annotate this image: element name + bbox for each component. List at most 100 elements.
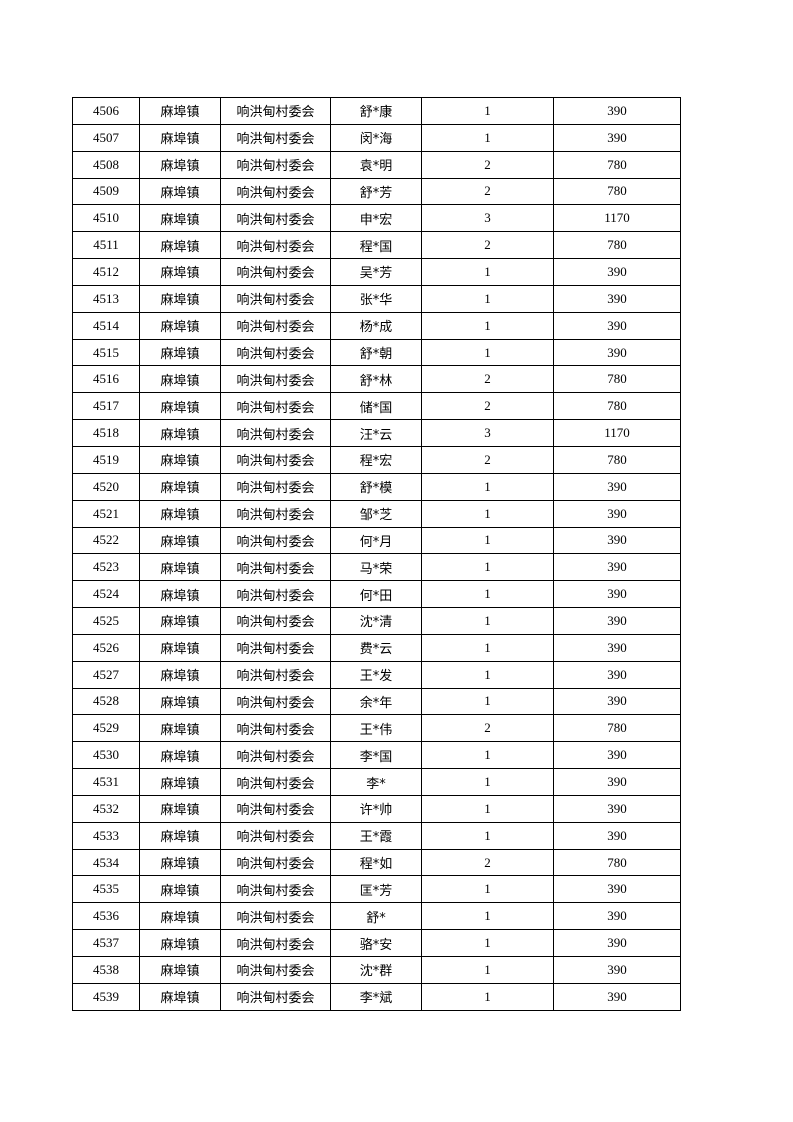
count-cell: 1	[421, 982, 554, 1011]
village-committee-cell: 响洪甸村委会	[220, 982, 331, 1011]
serial-number-cell: 4528	[72, 687, 140, 716]
serial-number-cell: 4511	[72, 231, 140, 260]
serial-number-cell: 4537	[72, 929, 140, 957]
count-cell: 2	[421, 848, 554, 877]
table-row: 4532 麻埠镇 响洪甸村委会 许*帅 1 390	[72, 794, 681, 823]
count-cell: 2	[421, 392, 554, 421]
table-row: 4530 麻埠镇 响洪甸村委会 李*国 1 390	[72, 741, 681, 770]
village-committee-cell: 响洪甸村委会	[220, 794, 331, 823]
table-row: 4538 麻埠镇 响洪甸村委会 沈*群 1 390	[72, 956, 681, 984]
village-committee-cell: 响洪甸村委会	[220, 741, 331, 770]
serial-number-cell: 4522	[72, 526, 140, 555]
amount-cell: 390	[553, 607, 681, 635]
count-cell: 1	[421, 794, 554, 823]
village-committee-cell: 响洪甸村委会	[220, 848, 331, 877]
serial-number-cell: 4517	[72, 392, 140, 421]
amount-cell: 390	[553, 311, 681, 340]
amount-cell: 390	[553, 123, 681, 152]
town-cell: 麻埠镇	[139, 794, 221, 823]
serial-number-cell: 4535	[72, 875, 140, 904]
table-row: 4522 麻埠镇 响洪甸村委会 何*月 1 390	[72, 526, 681, 555]
village-committee-cell: 响洪甸村委会	[220, 177, 331, 206]
name-cell: 袁*明	[330, 150, 422, 179]
serial-number-cell: 4513	[72, 284, 140, 313]
amount-cell: 390	[553, 97, 681, 125]
name-cell: 许*帅	[330, 794, 422, 823]
amount-cell: 390	[553, 794, 681, 823]
village-committee-cell: 响洪甸村委会	[220, 526, 331, 555]
serial-number-cell: 4516	[72, 365, 140, 394]
data-table: 4506 麻埠镇 响洪甸村委会 舒*康 1 390 4507 麻埠镇 响洪甸村委会 闵*海 1 390…	[72, 97, 681, 1011]
serial-number-cell: 4520	[72, 472, 140, 501]
name-cell: 沈*清	[330, 607, 422, 635]
table-row: 4515 麻埠镇 响洪甸村委会 舒*朝 1 390	[72, 338, 681, 367]
serial-number-cell: 4539	[72, 982, 140, 1011]
village-committee-cell: 响洪甸村委会	[220, 123, 331, 152]
table-row: 4509 麻埠镇 响洪甸村委会 舒*芳 2 780	[72, 177, 681, 206]
town-cell: 麻埠镇	[139, 687, 221, 716]
amount-cell: 780	[553, 714, 681, 743]
town-cell: 麻埠镇	[139, 714, 221, 743]
serial-number-cell: 4521	[72, 499, 140, 528]
count-cell: 1	[421, 768, 554, 796]
serial-number-cell: 4524	[72, 580, 140, 609]
village-committee-cell: 响洪甸村委会	[220, 553, 331, 582]
table-row: 4519 麻埠镇 响洪甸村委会 程*宏 2 780	[72, 445, 681, 474]
name-cell: 费*云	[330, 633, 422, 662]
amount-cell: 390	[553, 580, 681, 609]
town-cell: 麻埠镇	[139, 365, 221, 394]
name-cell: 沈*群	[330, 956, 422, 984]
name-cell: 李*国	[330, 741, 422, 770]
village-committee-cell: 响洪甸村委会	[220, 768, 331, 796]
village-committee-cell: 响洪甸村委会	[220, 499, 331, 528]
name-cell: 汪*云	[330, 419, 422, 447]
amount-cell: 780	[553, 150, 681, 179]
village-committee-cell: 响洪甸村委会	[220, 660, 331, 689]
table-row: 4520 麻埠镇 响洪甸村委会 舒*模 1 390	[72, 472, 681, 501]
name-cell: 舒*康	[330, 97, 422, 125]
village-committee-cell: 响洪甸村委会	[220, 580, 331, 609]
town-cell: 麻埠镇	[139, 553, 221, 582]
serial-number-cell: 4525	[72, 607, 140, 635]
serial-number-cell: 4508	[72, 150, 140, 179]
table-row: 4531 麻埠镇 响洪甸村委会 李* 1 390	[72, 768, 681, 796]
serial-number-cell: 4536	[72, 902, 140, 931]
amount-cell: 390	[553, 875, 681, 904]
amount-cell: 390	[553, 660, 681, 689]
village-committee-cell: 响洪甸村委会	[220, 956, 331, 984]
village-committee-cell: 响洪甸村委会	[220, 150, 331, 179]
village-committee-cell: 响洪甸村委会	[220, 204, 331, 233]
count-cell: 1	[421, 123, 554, 152]
amount-cell: 780	[553, 231, 681, 260]
village-committee-cell: 响洪甸村委会	[220, 365, 331, 394]
count-cell: 1	[421, 553, 554, 582]
serial-number-cell: 4506	[72, 97, 140, 125]
serial-number-cell: 4530	[72, 741, 140, 770]
amount-cell: 390	[553, 284, 681, 313]
count-cell: 2	[421, 445, 554, 474]
table-row: 4506 麻埠镇 响洪甸村委会 舒*康 1 390	[72, 97, 681, 125]
table-body: 4506 麻埠镇 响洪甸村委会 舒*康 1 390 4507 麻埠镇 响洪甸村委会 闵*海 1 390…	[72, 97, 681, 1011]
amount-cell: 780	[553, 445, 681, 474]
town-cell: 麻埠镇	[139, 472, 221, 501]
table-row: 4529 麻埠镇 响洪甸村委会 王*伟 2 780	[72, 714, 681, 743]
name-cell: 舒*	[330, 902, 422, 931]
town-cell: 麻埠镇	[139, 741, 221, 770]
serial-number-cell: 4523	[72, 553, 140, 582]
name-cell: 程*如	[330, 848, 422, 877]
name-cell: 王*伟	[330, 714, 422, 743]
table-row: 4514 麻埠镇 响洪甸村委会 杨*成 1 390	[72, 311, 681, 340]
serial-number-cell: 4538	[72, 956, 140, 984]
table-row: 4525 麻埠镇 响洪甸村委会 沈*清 1 390	[72, 607, 681, 635]
village-committee-cell: 响洪甸村委会	[220, 687, 331, 716]
village-committee-cell: 响洪甸村委会	[220, 97, 331, 125]
village-committee-cell: 响洪甸村委会	[220, 633, 331, 662]
town-cell: 麻埠镇	[139, 633, 221, 662]
name-cell: 闵*海	[330, 123, 422, 152]
amount-cell: 780	[553, 848, 681, 877]
amount-cell: 390	[553, 687, 681, 716]
village-committee-cell: 响洪甸村委会	[220, 311, 331, 340]
table-row: 4513 麻埠镇 响洪甸村委会 张*华 1 390	[72, 284, 681, 313]
amount-cell: 780	[553, 365, 681, 394]
count-cell: 1	[421, 472, 554, 501]
